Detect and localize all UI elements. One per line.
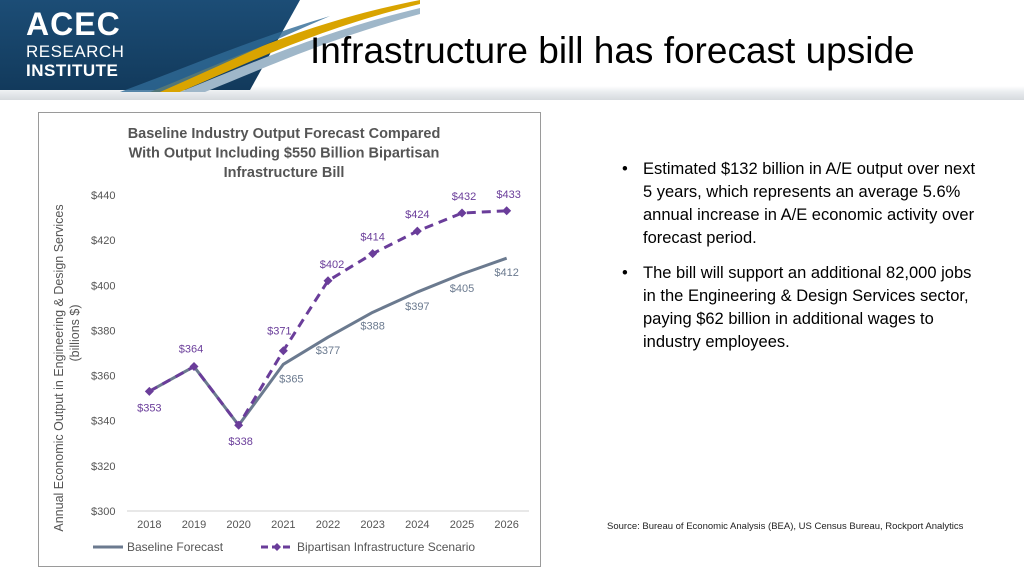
y-tick-label: $420: [91, 235, 115, 247]
y-axis-title: Annual Economic Output in Engineering & …: [52, 204, 66, 531]
scenario-point-marker: [189, 362, 199, 372]
logo-research: RESEARCH: [26, 42, 125, 61]
scenario-data-label: $364: [179, 344, 203, 356]
y-tick-label: $380: [91, 325, 115, 337]
x-tick-label: 2019: [182, 519, 206, 531]
source-note: Source: Bureau of Economic Analysis (BEA…: [607, 521, 964, 532]
legend-marker-scenario: [273, 543, 281, 551]
scenario-point-marker: [234, 420, 244, 430]
y-tick-label: $440: [91, 190, 115, 202]
header-band: ACEC RESEARCH INSTITUTE Infrastructure b…: [0, 0, 1024, 100]
logo: ACEC RESEARCH INSTITUTE: [26, 8, 124, 79]
series-line-bipartisan-scenario: [148, 209, 507, 427]
baseline-data-label: $365: [279, 373, 303, 385]
baseline-data-label: $412: [494, 267, 518, 279]
bullet-list: • Estimated $132 billion in A/E output o…: [618, 158, 988, 366]
page-title: Infrastructure bill has forecast upside: [310, 30, 915, 71]
baseline-data-label: $397: [405, 301, 429, 313]
logo-acec: ACEC: [26, 6, 121, 42]
y-tick-label: $360: [91, 371, 115, 383]
scenario-data-label: $414: [360, 232, 384, 244]
baseline-data-label: $405: [450, 283, 474, 295]
y-tick-label: $320: [91, 461, 115, 473]
y-tick-label: $400: [91, 280, 115, 292]
scenario-data-label: $402: [320, 259, 344, 271]
legend-label-baseline: Baseline Forecast: [127, 540, 224, 554]
chart-title-line: With Output Including $550 Billion Bipar…: [129, 146, 440, 162]
logo-institute: INSTITUTE: [26, 61, 119, 80]
scenario-data-label: $433: [496, 189, 520, 201]
scenario-point-marker: [412, 226, 422, 236]
scenario-data-label: $432: [452, 191, 476, 203]
scenario-data-label: $371: [267, 326, 291, 338]
scenario-point-marker: [144, 386, 154, 396]
x-tick-label: 2023: [360, 519, 384, 531]
y-axis-title-units: (billions $): [68, 305, 82, 362]
legend-label-scenario: Bipartisan Infrastructure Scenario: [297, 540, 475, 554]
x-tick-label: 2018: [137, 519, 161, 531]
baseline-data-label: $388: [360, 320, 384, 332]
chart-title-line: Baseline Industry Output Forecast Compar…: [128, 126, 441, 142]
x-tick-label: 2021: [271, 519, 295, 531]
scenario-point-marker: [457, 208, 467, 218]
scenario-data-label: $353: [137, 402, 161, 414]
line-chart: Baseline Industry Output Forecast Compar…: [52, 126, 529, 554]
bullet-item: • The bill will support an additional 82…: [618, 262, 988, 354]
scenario-data-label: $338: [228, 436, 252, 448]
bullet-dot-icon: •: [622, 264, 628, 282]
x-tick-label: 2022: [316, 519, 340, 531]
x-tick-label: 2020: [226, 519, 250, 531]
scenario-point-marker: [323, 276, 333, 286]
scenario-point-marker: [368, 249, 378, 259]
logo-swoosh: [120, 0, 420, 92]
x-tick-label: 2025: [450, 519, 474, 531]
scenario-point-marker: [502, 206, 512, 216]
x-tick-label: 2026: [494, 519, 518, 531]
baseline-data-label: $377: [316, 345, 340, 357]
y-tick-label: $300: [91, 506, 115, 518]
chart-title-line: Infrastructure Bill: [224, 165, 345, 181]
scenario-data-label: $424: [405, 209, 429, 221]
chart-frame: Baseline Industry Output Forecast Compar…: [38, 112, 541, 567]
bullet-dot-icon: •: [622, 160, 628, 178]
y-tick-label: $340: [91, 416, 115, 428]
bullet-text: The bill will support an additional 82,0…: [643, 264, 972, 351]
scenario-point-marker: [278, 346, 288, 356]
bullet-item: • Estimated $132 billion in A/E output o…: [618, 158, 988, 250]
x-tick-label: 2024: [405, 519, 429, 531]
bullet-text: Estimated $132 billion in A/E output ove…: [643, 160, 976, 247]
